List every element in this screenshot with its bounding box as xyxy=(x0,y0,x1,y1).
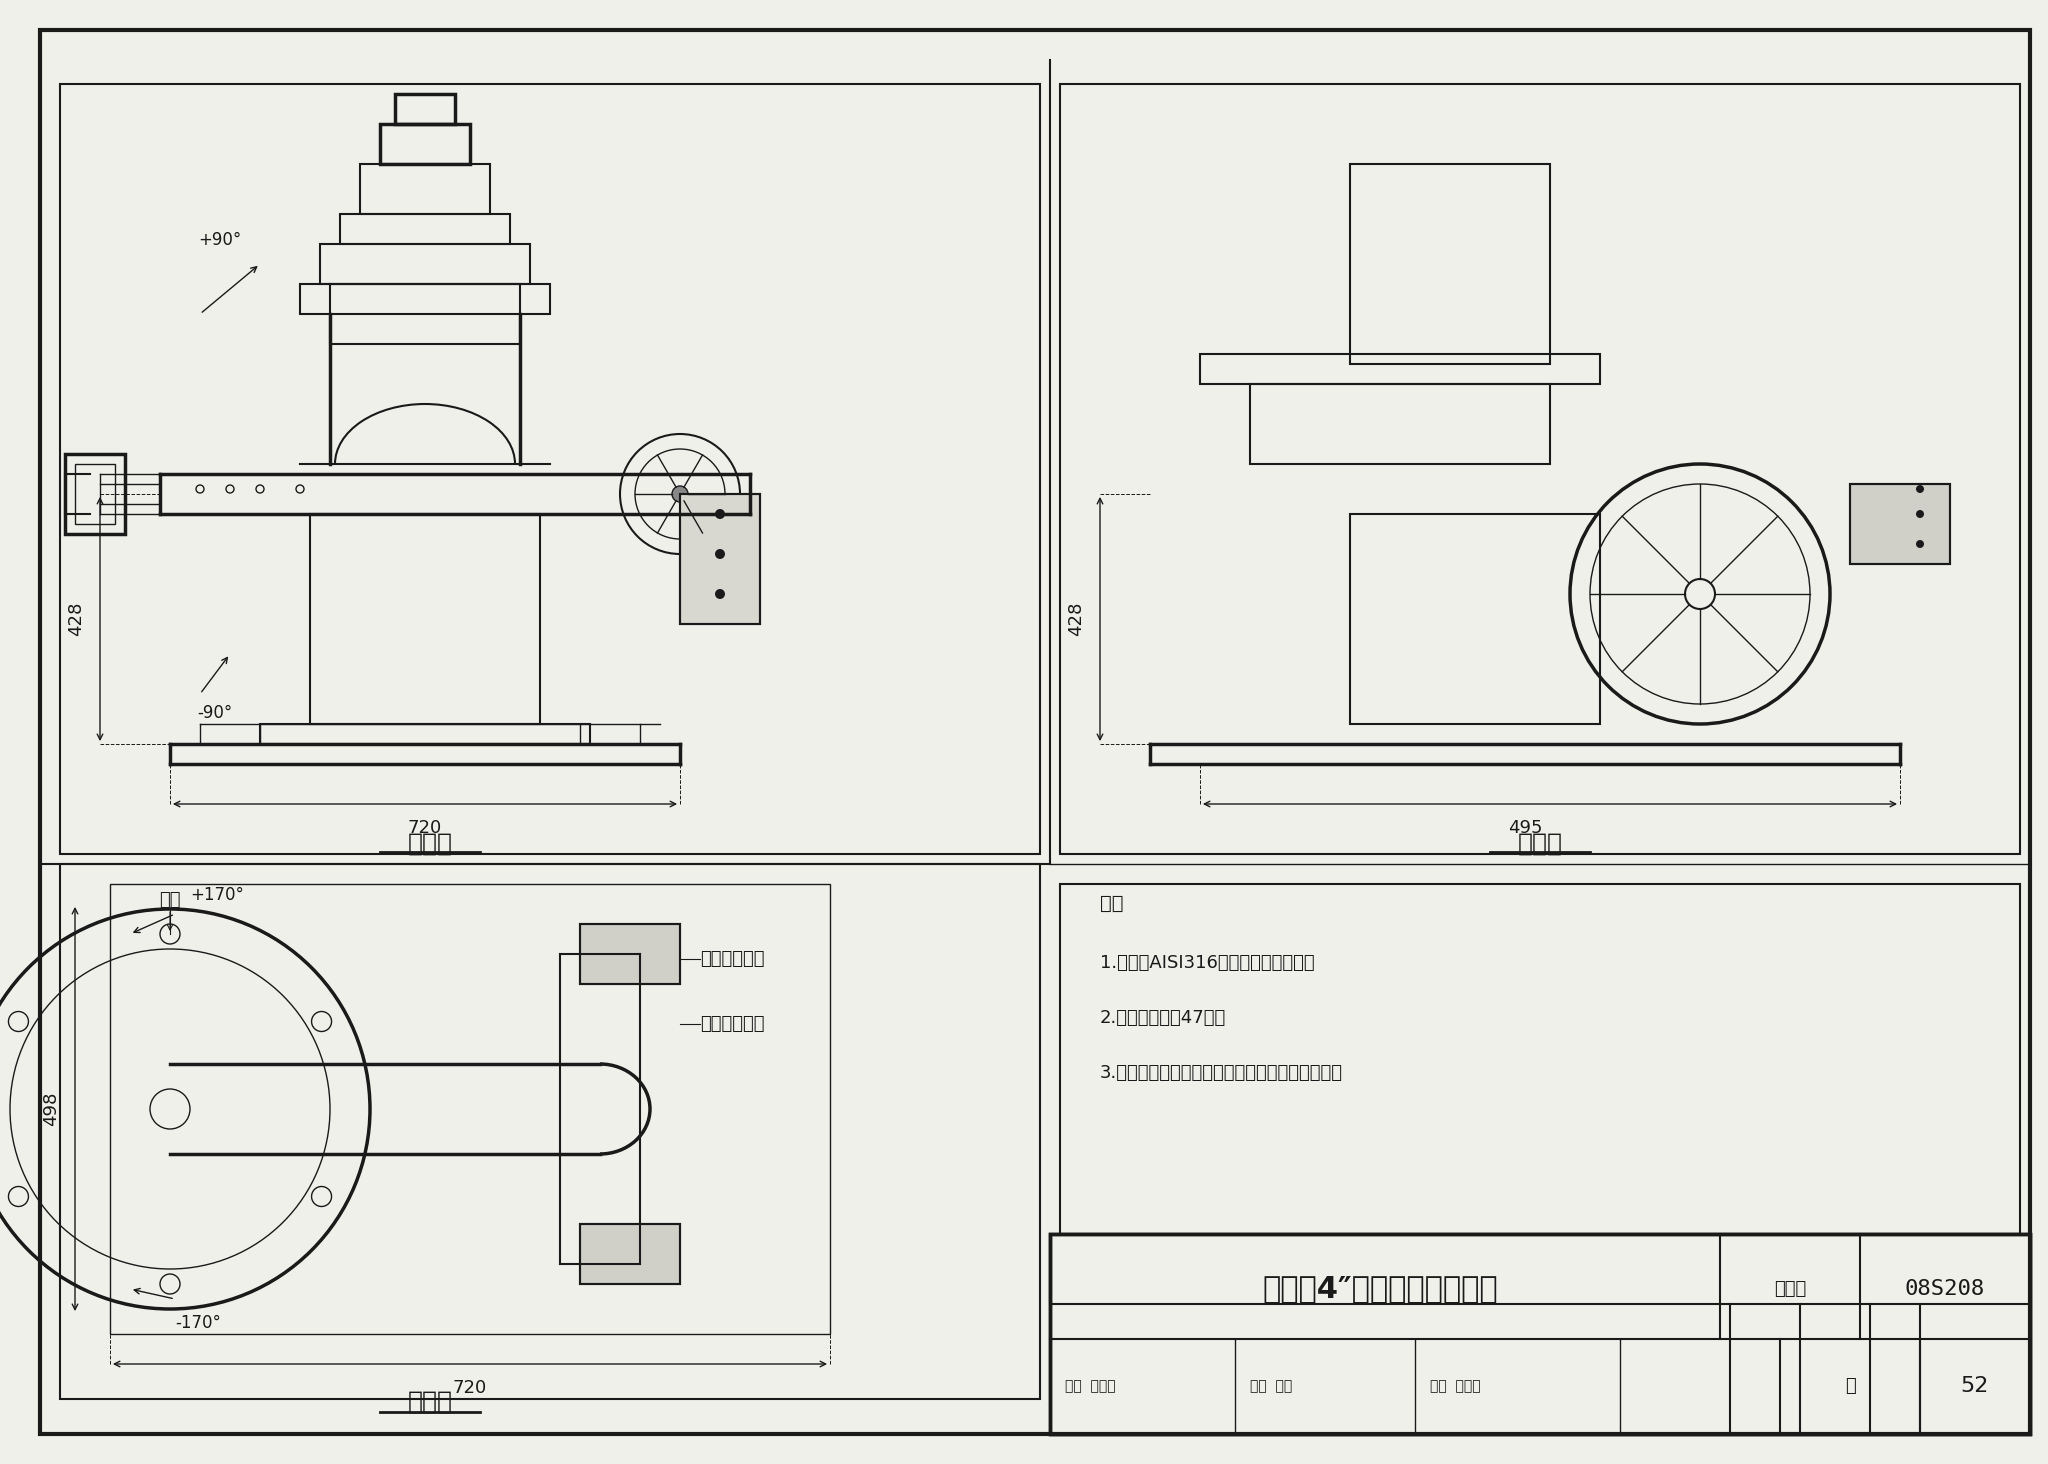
Text: 495: 495 xyxy=(1507,818,1542,837)
Bar xyxy=(111,884,829,1334)
Bar xyxy=(395,94,455,124)
Text: 斯纳克4″消防水炮外形尺寸: 斯纳克4″消防水炮外形尺寸 xyxy=(1262,1275,1497,1303)
Bar xyxy=(1350,514,1599,725)
Bar xyxy=(381,124,469,164)
Circle shape xyxy=(715,589,725,599)
Text: 2.性能参数见第47页。: 2.性能参数见第47页。 xyxy=(1100,1009,1227,1028)
Bar xyxy=(340,214,510,244)
Bar xyxy=(330,284,520,344)
Circle shape xyxy=(1917,509,1923,518)
Bar xyxy=(1061,83,2019,854)
Bar xyxy=(680,493,760,624)
Text: 720: 720 xyxy=(453,1379,487,1397)
Text: 498: 498 xyxy=(43,1092,59,1126)
Text: 校对  刘芳: 校对 刘芳 xyxy=(1249,1379,1292,1394)
Text: +170°: +170° xyxy=(190,886,244,903)
Bar xyxy=(680,493,760,624)
Bar xyxy=(1350,164,1550,365)
Bar xyxy=(1051,1234,2030,1304)
Text: -90°: -90° xyxy=(197,704,233,722)
Bar xyxy=(580,1224,680,1284)
Text: 垂直旋转电机: 垂直旋转电机 xyxy=(700,1015,764,1034)
Text: 炮头: 炮头 xyxy=(160,892,180,909)
Bar xyxy=(360,164,489,214)
Circle shape xyxy=(672,486,688,502)
Circle shape xyxy=(715,549,725,559)
Text: 720: 720 xyxy=(408,818,442,837)
Bar xyxy=(1051,1234,2030,1435)
Bar xyxy=(76,464,115,524)
Bar xyxy=(580,924,680,984)
Text: 正立面: 正立面 xyxy=(408,832,453,856)
Text: 1.炮身为AISI316铝合金，阀门为铜。: 1.炮身为AISI316铝合金，阀门为铜。 xyxy=(1100,955,1315,972)
Bar xyxy=(299,284,551,313)
Text: 页: 页 xyxy=(1845,1378,1855,1395)
Text: 侧立面: 侧立面 xyxy=(1518,832,1563,856)
Text: 428: 428 xyxy=(68,602,86,637)
Bar xyxy=(59,864,1040,1400)
Circle shape xyxy=(1917,485,1923,493)
Text: 52: 52 xyxy=(1960,1376,1989,1397)
Text: -170°: -170° xyxy=(174,1315,221,1332)
Text: 428: 428 xyxy=(1067,602,1085,637)
Bar xyxy=(59,83,1040,854)
Bar xyxy=(319,244,530,284)
Text: 3.按法国博克专业消防装备有限公司的资料编制。: 3.按法国博克专业消防装备有限公司的资料编制。 xyxy=(1100,1064,1343,1082)
Bar xyxy=(1200,354,1599,384)
Text: +90°: +90° xyxy=(199,231,242,249)
Text: 审核  戚晓专: 审核 戚晓专 xyxy=(1065,1379,1116,1394)
Text: 图集号: 图集号 xyxy=(1774,1280,1806,1299)
Text: 注：: 注： xyxy=(1100,895,1124,914)
Text: 平面图: 平面图 xyxy=(408,1389,453,1414)
Bar xyxy=(1051,1234,2030,1435)
Text: 08S208: 08S208 xyxy=(1905,1280,1985,1299)
Bar xyxy=(309,514,541,725)
Bar xyxy=(1849,485,1950,564)
Bar xyxy=(66,454,125,534)
Bar xyxy=(1249,384,1550,464)
Bar xyxy=(1849,485,1950,564)
Circle shape xyxy=(715,509,725,520)
Bar xyxy=(260,725,590,744)
Text: 设计  王世杰: 设计 王世杰 xyxy=(1430,1379,1481,1394)
Bar xyxy=(580,1224,680,1284)
Bar xyxy=(1061,884,2019,1234)
Bar xyxy=(580,924,680,984)
Circle shape xyxy=(1917,540,1923,548)
Text: 水平旋转电机: 水平旋转电机 xyxy=(700,950,764,968)
